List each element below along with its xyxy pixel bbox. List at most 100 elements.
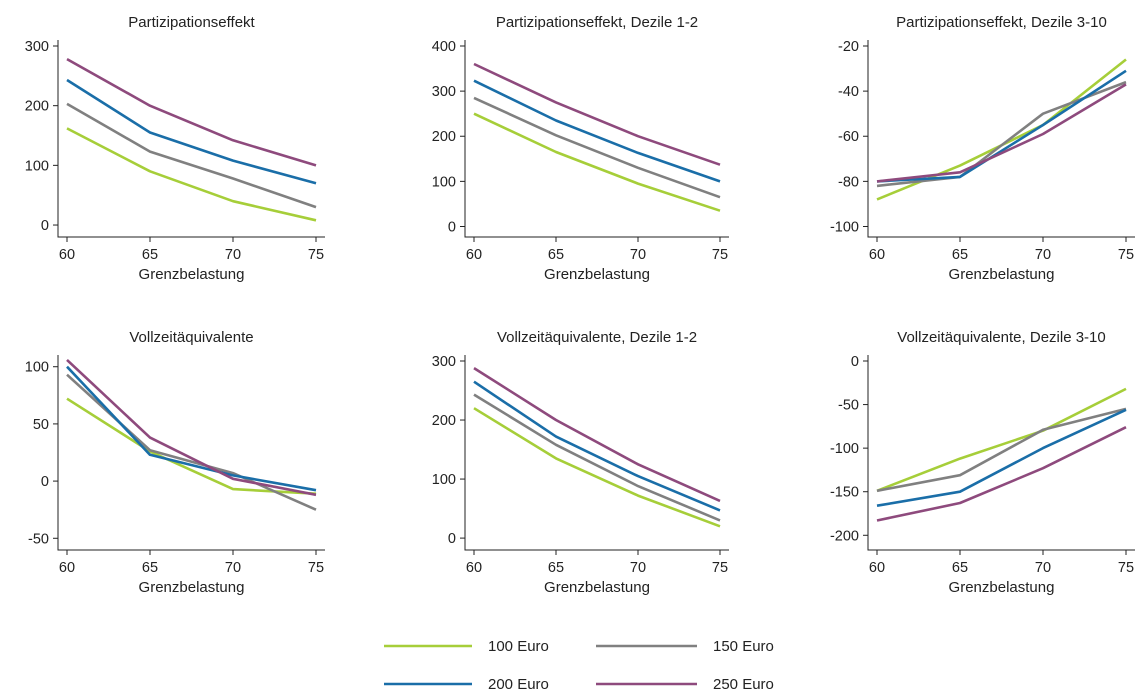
- x-tick-label: 70: [225, 247, 241, 263]
- series-line-100-euro: [473, 112, 721, 212]
- y-tick-label: 100: [25, 360, 49, 376]
- legend-label: 250 Euro: [713, 676, 774, 692]
- legend-label: 200 Euro: [488, 676, 549, 692]
- panel-title: Partizipationseffekt, Dezile 1-2: [496, 14, 698, 31]
- y-tick-label: -100: [830, 219, 859, 235]
- y-tick-label: -80: [838, 174, 859, 190]
- y-tick-label: 300: [432, 354, 456, 370]
- panel-5: Vollzeitäquivalente, Dezile 1-2 0 100 200 30…: [432, 329, 729, 596]
- x-tick-label: 75: [308, 247, 324, 263]
- y-tick-label: -20: [838, 39, 859, 55]
- series-line-250-euro: [66, 358, 317, 497]
- y-tick-label: 0: [448, 219, 456, 235]
- panel-title: Vollzeitäquivalente, Dezile 3-10: [897, 329, 1105, 346]
- x-tick-label: 60: [869, 560, 885, 576]
- x-tick-label: 65: [952, 247, 968, 263]
- axes: [867, 40, 1135, 238]
- x-tick-label: 60: [869, 247, 885, 263]
- series-line-200-euro: [66, 78, 317, 185]
- y-tick-label: 200: [25, 99, 49, 115]
- panel-4: Vollzeitäquivalente -50 0 50 100 60 65 70 75 Gren…: [25, 329, 325, 596]
- y-tick-label: -100: [830, 441, 859, 457]
- panel-1: Partizipationseffekt 0 100 200 300 60 65 70 75 Gr…: [25, 14, 325, 283]
- x-tick-label: 65: [142, 247, 158, 263]
- y-tick-label: 300: [432, 84, 456, 100]
- panel-title: Partizipationseffekt, Dezile 3-10: [896, 14, 1107, 31]
- y-tick-label: 0: [448, 531, 456, 547]
- x-tick-label: 60: [59, 560, 75, 576]
- series-line-200-euro: [66, 365, 317, 492]
- panel-2: Partizipationseffekt, Dezile 1-2 0 100 200 3…: [432, 14, 729, 283]
- x-axis-label: Grenzbelastung: [139, 266, 245, 283]
- series-line-250-euro: [876, 83, 1127, 183]
- y-tick-label: 400: [432, 39, 456, 55]
- axes: [57, 40, 325, 238]
- series-line-250-euro: [473, 62, 721, 166]
- y-tick-label: 50: [33, 417, 49, 433]
- series-line-200-euro: [876, 408, 1127, 507]
- series-line-250-euro: [66, 57, 317, 167]
- panel-title: Partizipationseffekt: [128, 14, 255, 31]
- x-tick-label: 70: [1035, 247, 1051, 263]
- x-tick-label: 75: [712, 560, 728, 576]
- y-tick-label: 200: [432, 413, 456, 429]
- legend: 100 Euro 150 Euro 200 Euro 250 Euro: [384, 638, 774, 692]
- y-tick-label: -50: [28, 531, 49, 547]
- x-tick-label: 75: [1118, 560, 1134, 576]
- y-tick-label: -40: [838, 84, 859, 100]
- series-line-250-euro: [473, 367, 721, 503]
- x-tick-label: 65: [548, 560, 564, 576]
- y-tick-label: -50: [838, 398, 859, 414]
- y-tick-label: 0: [41, 218, 49, 234]
- x-tick-label: 75: [712, 247, 728, 263]
- panel-6: Vollzeitäquivalente, Dezile 3-10 -200 -150…: [830, 329, 1135, 596]
- series-line-150-euro: [473, 393, 721, 522]
- panel-title: Vollzeitäquivalente: [129, 329, 253, 346]
- x-axis-label: Grenzbelastung: [544, 579, 650, 596]
- series-line-150-euro: [66, 102, 317, 209]
- y-tick-label: 0: [851, 354, 859, 370]
- x-axis-label: Grenzbelastung: [139, 579, 245, 596]
- series-line-200-euro: [876, 69, 1127, 183]
- series-line-100-euro: [66, 397, 317, 495]
- y-tick-label: 0: [41, 474, 49, 490]
- legend-label: 100 Euro: [488, 638, 549, 655]
- axes: [464, 355, 729, 551]
- x-tick-label: 70: [630, 560, 646, 576]
- y-tick-label: 300: [25, 39, 49, 55]
- series-line-100-euro: [66, 127, 317, 222]
- panel-title: Vollzeitäquivalente, Dezile 1-2: [497, 329, 697, 346]
- y-tick-label: 100: [432, 174, 456, 190]
- x-tick-label: 65: [952, 560, 968, 576]
- x-tick-label: 75: [308, 560, 324, 576]
- series-line-100-euro: [473, 407, 721, 528]
- x-tick-label: 60: [466, 247, 482, 263]
- x-tick-label: 70: [225, 560, 241, 576]
- series-line-150-euro: [876, 407, 1127, 493]
- x-tick-label: 60: [466, 560, 482, 576]
- axes: [464, 40, 729, 238]
- legend-label: 150 Euro: [713, 638, 774, 655]
- x-axis-label: Grenzbelastung: [949, 579, 1055, 596]
- series-line-150-euro: [473, 96, 721, 199]
- x-tick-label: 65: [548, 247, 564, 263]
- series-line-250-euro: [876, 426, 1127, 522]
- y-tick-label: -60: [838, 129, 859, 145]
- axes: [867, 355, 1135, 551]
- axes: [57, 355, 325, 551]
- x-tick-label: 65: [142, 560, 158, 576]
- x-tick-label: 70: [630, 247, 646, 263]
- y-tick-label: -150: [830, 485, 859, 501]
- y-tick-label: 200: [432, 129, 456, 145]
- series-line-200-euro: [473, 79, 721, 183]
- x-axis-label: Grenzbelastung: [949, 266, 1055, 283]
- y-tick-label: -200: [830, 528, 859, 544]
- y-tick-label: 100: [25, 158, 49, 174]
- x-tick-label: 75: [1118, 247, 1134, 263]
- series-line-200-euro: [473, 380, 721, 512]
- x-tick-label: 70: [1035, 560, 1051, 576]
- x-tick-label: 60: [59, 247, 75, 263]
- series-line-150-euro: [876, 80, 1127, 188]
- y-tick-label: 100: [432, 472, 456, 488]
